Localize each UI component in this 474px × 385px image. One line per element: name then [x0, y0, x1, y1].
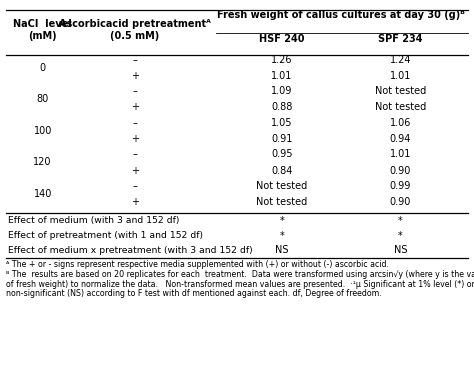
Text: –: –: [133, 118, 137, 128]
Text: 1.26: 1.26: [271, 55, 293, 65]
Text: 1.09: 1.09: [271, 86, 293, 96]
Text: 0: 0: [40, 63, 46, 73]
Text: HSF 240: HSF 240: [259, 34, 305, 44]
Text: Effect of medium (with 3 and 152 df): Effect of medium (with 3 and 152 df): [8, 216, 180, 226]
Text: 0.84: 0.84: [271, 166, 293, 176]
Text: 1.24: 1.24: [390, 55, 411, 65]
Text: SPF 234: SPF 234: [378, 34, 423, 44]
Text: *: *: [398, 216, 403, 226]
Text: +: +: [131, 71, 139, 81]
Text: +: +: [131, 166, 139, 176]
Text: 1.01: 1.01: [390, 149, 411, 159]
Text: Not tested: Not tested: [256, 181, 308, 191]
Text: Not tested: Not tested: [375, 102, 426, 112]
Text: 1.05: 1.05: [271, 118, 293, 128]
Text: Effect of pretreatment (with 1 and 152 df): Effect of pretreatment (with 1 and 152 d…: [8, 231, 203, 240]
Text: of fresh weight) to normalize the data.   Non-transformed mean values are presen: of fresh weight) to normalize the data. …: [6, 280, 474, 289]
Text: ᴬ The + or - signs represent respective media supplemented with (+) or without (: ᴬ The + or - signs represent respective …: [6, 260, 389, 269]
Text: –: –: [133, 55, 137, 65]
Text: NaCl  level
(mM): NaCl level (mM): [13, 19, 72, 41]
Text: 0.99: 0.99: [390, 181, 411, 191]
Text: 0.88: 0.88: [271, 102, 293, 112]
Text: 1.06: 1.06: [390, 118, 411, 128]
Text: Fresh weight of callus cultures at day 30 (g)ᴮ: Fresh weight of callus cultures at day 3…: [218, 10, 465, 20]
Text: –: –: [133, 181, 137, 191]
Text: 100: 100: [34, 126, 52, 136]
Text: +: +: [131, 197, 139, 207]
Text: 1.01: 1.01: [271, 71, 293, 81]
Text: 0.95: 0.95: [271, 149, 293, 159]
Text: Effect of medium x pretreatment (with 3 and 152 df): Effect of medium x pretreatment (with 3 …: [8, 246, 253, 255]
Text: *: *: [398, 231, 403, 241]
Text: 80: 80: [36, 94, 49, 104]
Text: –: –: [133, 86, 137, 96]
Text: Not tested: Not tested: [256, 197, 308, 207]
Text: +: +: [131, 102, 139, 112]
Text: +: +: [131, 134, 139, 144]
Text: 0.90: 0.90: [390, 166, 411, 176]
Text: NS: NS: [394, 245, 407, 255]
Text: NS: NS: [275, 245, 289, 255]
Text: *: *: [280, 231, 284, 241]
Text: *: *: [280, 216, 284, 226]
Text: –: –: [133, 149, 137, 159]
Text: 120: 120: [33, 157, 52, 167]
Text: 0.91: 0.91: [271, 134, 293, 144]
Text: 0.94: 0.94: [390, 134, 411, 144]
Text: 0.90: 0.90: [390, 197, 411, 207]
Text: 1.01: 1.01: [390, 71, 411, 81]
Text: non-significant (NS) according to F test with df mentioned against each. df, Deg: non-significant (NS) according to F test…: [6, 289, 382, 298]
Text: Ascorbicacid pretreatmentᴬ
(0.5 mM): Ascorbicacid pretreatmentᴬ (0.5 mM): [59, 19, 211, 41]
Text: Not tested: Not tested: [375, 86, 426, 96]
Text: ᴮ The  results are based on 20 replicates for each  treatment.  Data were transf: ᴮ The results are based on 20 replicates…: [6, 271, 474, 280]
Text: 140: 140: [34, 189, 52, 199]
